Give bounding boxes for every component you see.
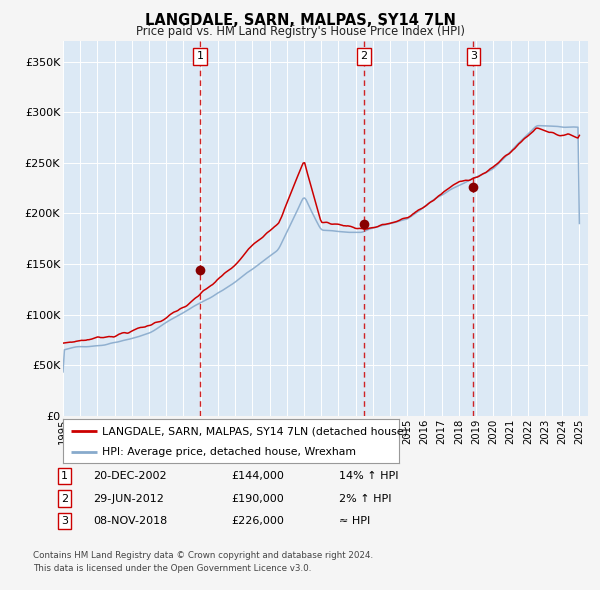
Text: 08-NOV-2018: 08-NOV-2018 (93, 516, 167, 526)
Text: 1: 1 (61, 471, 68, 481)
Text: ≈ HPI: ≈ HPI (339, 516, 370, 526)
Text: 2: 2 (361, 51, 368, 61)
Text: 1: 1 (197, 51, 203, 61)
Text: 14% ↑ HPI: 14% ↑ HPI (339, 471, 398, 481)
Text: Contains HM Land Registry data © Crown copyright and database right 2024.: Contains HM Land Registry data © Crown c… (33, 552, 373, 560)
Text: 20-DEC-2002: 20-DEC-2002 (93, 471, 167, 481)
Text: £190,000: £190,000 (231, 494, 284, 503)
Text: £226,000: £226,000 (231, 516, 284, 526)
Text: 3: 3 (61, 516, 68, 526)
Text: LANGDALE, SARN, MALPAS, SY14 7LN: LANGDALE, SARN, MALPAS, SY14 7LN (145, 13, 455, 28)
Text: 2% ↑ HPI: 2% ↑ HPI (339, 494, 391, 503)
Text: 29-JUN-2012: 29-JUN-2012 (93, 494, 164, 503)
Text: LANGDALE, SARN, MALPAS, SY14 7LN (detached house): LANGDALE, SARN, MALPAS, SY14 7LN (detach… (101, 427, 407, 436)
Text: HPI: Average price, detached house, Wrexham: HPI: Average price, detached house, Wrex… (101, 447, 356, 457)
Text: Price paid vs. HM Land Registry's House Price Index (HPI): Price paid vs. HM Land Registry's House … (136, 25, 464, 38)
Text: This data is licensed under the Open Government Licence v3.0.: This data is licensed under the Open Gov… (33, 565, 311, 573)
Text: 3: 3 (470, 51, 477, 61)
Text: 2: 2 (61, 494, 68, 503)
Text: £144,000: £144,000 (231, 471, 284, 481)
